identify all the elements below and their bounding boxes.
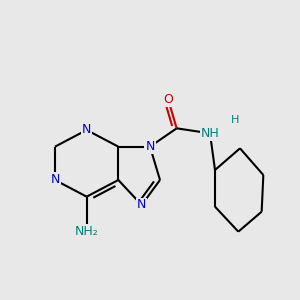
Text: N: N xyxy=(50,173,60,187)
Text: N: N xyxy=(82,124,92,136)
Text: O: O xyxy=(164,94,173,106)
Text: NH: NH xyxy=(201,127,219,140)
Text: H: H xyxy=(231,115,239,125)
Text: N: N xyxy=(145,140,155,153)
Text: N: N xyxy=(137,199,146,212)
Text: NH₂: NH₂ xyxy=(75,225,98,238)
